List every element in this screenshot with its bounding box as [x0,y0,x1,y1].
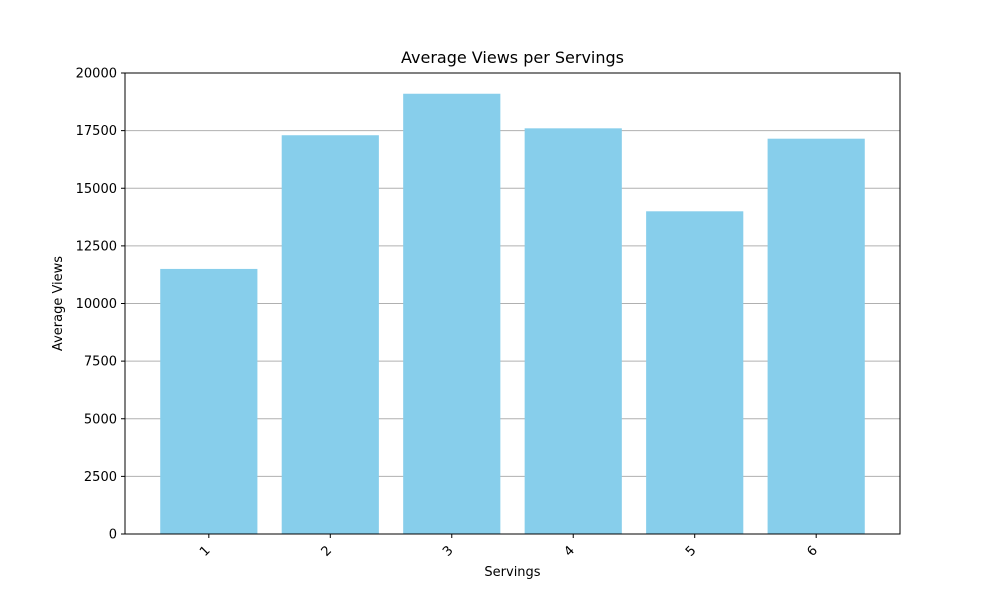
x-tick-label: 3 [440,543,456,559]
x-tick-label: 4 [562,543,578,559]
bar-4 [524,128,622,534]
x-axis-label: Servings [484,565,540,580]
y-tick-label: 12500 [76,239,117,254]
x-tick-label: 6 [804,543,820,559]
bar-6 [767,138,865,534]
bar-1 [160,268,258,534]
x-tick-label: 1 [197,543,213,559]
bar-2 [281,135,379,535]
chart-title: Average Views per Servings [401,48,624,67]
y-tick-label: 15000 [76,182,117,197]
y-tick-label: 10000 [76,297,117,312]
y-axis-label: Average Views [51,256,66,351]
bar-5 [646,211,744,535]
y-tick-label: 2500 [84,470,117,485]
x-axis-ticks: 1 2 3 4 5 6 [197,534,821,560]
y-tick-label: 5000 [84,412,117,427]
bar-3 [403,93,501,535]
bars [160,93,865,535]
y-tick-label: 20000 [76,67,117,82]
y-tick-label: 7500 [84,355,117,370]
y-axis-ticks: 0 2500 5000 7500 10000 12500 15000 17500 20000 [76,67,125,543]
y-tick-label: 17500 [76,124,117,139]
x-tick-label: 2 [319,543,335,559]
x-tick-label: 5 [683,543,699,559]
y-tick-label: 0 [109,528,117,543]
